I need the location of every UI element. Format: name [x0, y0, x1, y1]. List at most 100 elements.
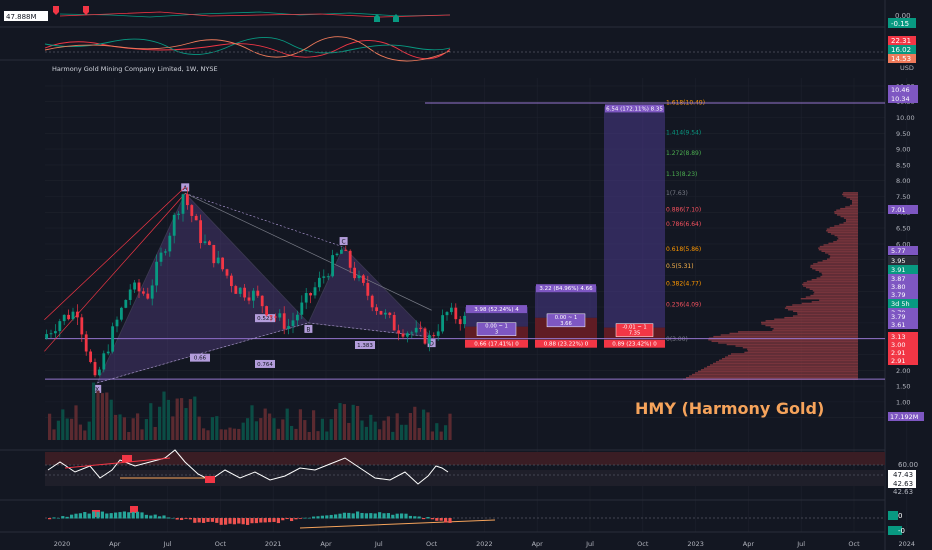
candle-body [84, 334, 88, 352]
fib-level-label: 0.886(7.10) [666, 207, 701, 214]
macd-histogram-bar [303, 517, 307, 519]
target-down-badge [465, 339, 528, 348]
volume-bar [206, 430, 210, 440]
price-label-badge [888, 85, 918, 94]
y-tick-label: 6.00 [896, 240, 910, 248]
volume-profile-bar [828, 242, 858, 245]
macd-histogram-bar [342, 512, 346, 519]
volume-bar [188, 399, 192, 440]
volume-profile-bar [772, 329, 858, 331]
volume-profile-bar [810, 264, 858, 267]
volume-profile [683, 192, 858, 380]
candle-body [45, 334, 48, 339]
chart-title: Harmony Gold Mining Company Limited, 1W,… [52, 65, 218, 73]
volume-profile-bar [834, 225, 858, 227]
macd-histogram-bar [369, 513, 373, 519]
volume-bar [241, 422, 245, 440]
candle-body [309, 293, 312, 296]
volume-profile-bar [826, 258, 858, 260]
volume-bar [439, 431, 443, 440]
volume-bar [316, 431, 320, 440]
volume-bar [246, 418, 250, 440]
ratio-badge [190, 353, 210, 362]
candle-body [76, 311, 79, 318]
candle-body [379, 311, 383, 315]
macd-histogram-bar [408, 515, 412, 519]
volume-profile-bar [852, 201, 858, 204]
candle-body [230, 275, 233, 287]
harmonic-pattern: X A B C D 0.523 0.66 0.764 1.383 [44, 183, 436, 393]
volume-profile-bar [729, 332, 858, 335]
oscillator-panel: 22.31 16.02 14.53 [44, 36, 916, 63]
volume-profile-bar [840, 207, 858, 210]
volume-profile-bar [689, 375, 858, 377]
volume-profile-bar [742, 346, 858, 349]
volume-bar [290, 425, 294, 440]
macd-histogram-bar [435, 518, 439, 521]
x-tick-label: Apr [320, 540, 332, 548]
volume-profile-bar [711, 340, 858, 343]
macd-histogram-bar [153, 514, 157, 519]
volume-bar [422, 409, 426, 440]
volume-profile-bar [818, 247, 858, 249]
volume-profile-bar [774, 318, 858, 320]
price-label: 5.77 [891, 247, 905, 255]
volume-bar [435, 423, 439, 440]
macd-histogram-bar [162, 515, 166, 519]
candle-body [128, 289, 132, 300]
fib-level-label: 0(3.00) [666, 336, 688, 343]
y-tick-label: 8.00 [896, 177, 910, 185]
target-mid-label: 7.35 [629, 331, 641, 337]
volume-profile-bar [830, 255, 858, 257]
candle-body [49, 333, 53, 335]
volume-profile-bar [784, 307, 858, 309]
macd-histogram-bar [285, 518, 289, 520]
volume-bar [109, 399, 113, 440]
macd-histogram-bar [118, 512, 122, 519]
volume-bar [162, 391, 166, 440]
volume-bar [342, 404, 346, 440]
volume-profile-bar [803, 282, 858, 284]
time-axis: 2020 Apr Jul Oct 2021 Apr Jul Oct 2022 Apr Jul Oct 2… [54, 540, 915, 548]
macd-histogram-bar [347, 512, 351, 519]
candle-body [458, 319, 462, 325]
top-indicator-panel: 47.888M -0.15 0.00 [4, 6, 916, 28]
y-tick-label: 7.50 [896, 193, 910, 201]
macd-histogram-bar [334, 514, 338, 519]
candle-body [93, 362, 97, 376]
fib-level-label: 1.272(8.89) [666, 150, 701, 157]
volume-bar [127, 431, 131, 440]
candle-body [256, 290, 260, 296]
macd-histogram-bar [228, 518, 232, 524]
candle-body [221, 257, 224, 270]
price-label-badge [888, 246, 918, 255]
macd-histogram-bar [136, 511, 140, 519]
volume-profile-bar [810, 294, 858, 297]
volume-bar [92, 382, 96, 440]
macd-histogram-bar [193, 518, 197, 523]
volume-bar [202, 428, 206, 440]
volume-bar [224, 429, 228, 440]
price-label: 3.79 [891, 291, 905, 299]
volume-bar [351, 404, 355, 440]
volume-profile-bar [836, 214, 858, 216]
macd-histogram-bar [219, 518, 223, 525]
volume-profile-bar [843, 195, 858, 197]
x-tick-label: Jul [374, 540, 383, 548]
macd-histogram-bar [268, 518, 272, 523]
macd-histogram-bar [316, 516, 320, 519]
x-tick-label: Apr [743, 540, 755, 548]
volume-bar [122, 417, 126, 440]
volume-bar [52, 429, 56, 440]
candles [45, 187, 466, 378]
x-tick-label: Apr [109, 540, 121, 548]
volume-bar [400, 424, 404, 440]
top-right-value: -0.15 [891, 20, 909, 28]
macd-histogram-bar [127, 512, 131, 519]
candle-body [194, 215, 198, 221]
y-tick-label: 9.50 [896, 130, 910, 138]
volume-profile-bar [713, 335, 858, 338]
volume-profile-bar [836, 209, 858, 211]
volume-bar [65, 418, 69, 440]
price-label: 3.00 [891, 341, 905, 349]
